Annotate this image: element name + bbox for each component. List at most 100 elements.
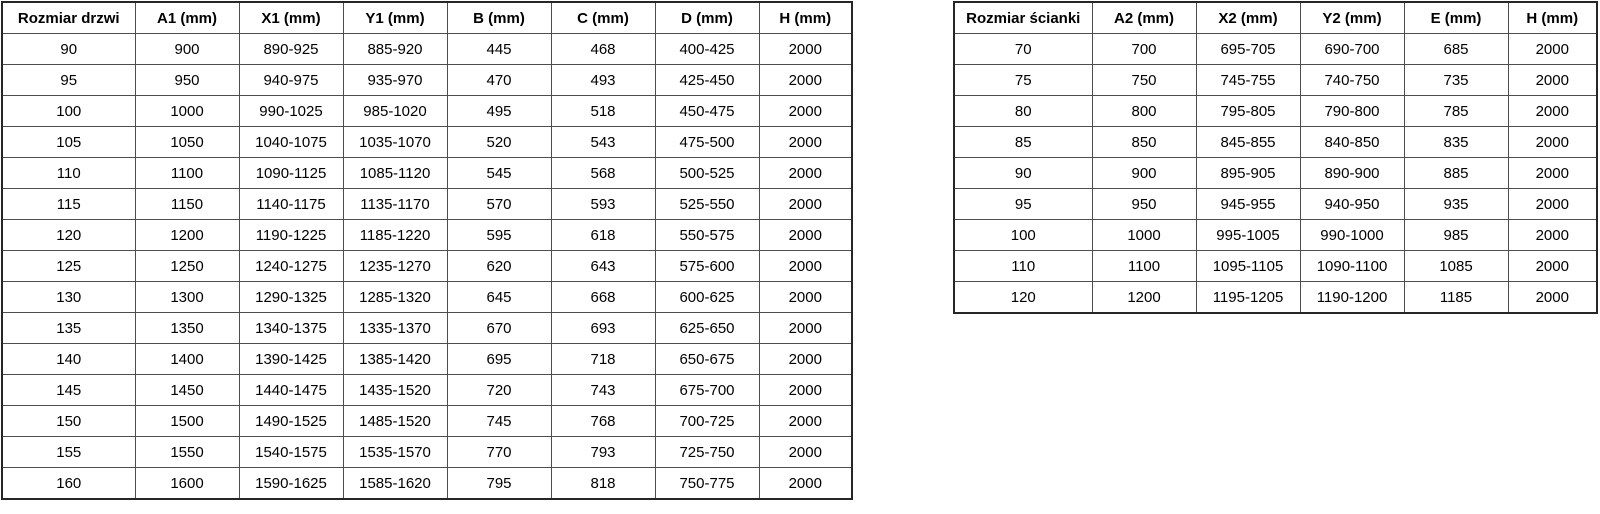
- table-cell: 750: [1091, 64, 1197, 96]
- table-row: 140 1400 1390-1425 1385-1420 695 718 650-675 20…: [1, 343, 853, 375]
- table-cell: 2000: [758, 64, 853, 96]
- table-row: 95 950 940-975 935-970 470 493 425-450 2000: [1, 64, 853, 96]
- column-header: C (mm): [550, 1, 656, 34]
- table-cell: 545: [446, 157, 552, 189]
- header-row: Rozmiar drzwi A1 (mm) X1 (mm) Y1 (mm) B (mm)…: [1, 1, 853, 34]
- table-cell: 1040-1075: [238, 126, 344, 158]
- table-row: 95 950 945-955 940-950 935 2000: [953, 188, 1598, 220]
- table-cell: 1100: [1091, 250, 1197, 282]
- table-cell: 120: [953, 281, 1093, 314]
- table-cell: 890-925: [238, 33, 344, 65]
- table-cell: 543: [550, 126, 656, 158]
- table-row: 160 1600 1590-1625 1585-1620 795 818 750-775 20…: [1, 467, 853, 500]
- table-cell: 740-750: [1299, 64, 1405, 96]
- table-cell: 885: [1403, 157, 1509, 189]
- table-cell: 1190-1200: [1299, 281, 1405, 314]
- table-cell: 2000: [758, 436, 853, 468]
- table-row: 150 1500 1490-1525 1485-1520 745 768 700-725 20…: [1, 405, 853, 437]
- table-cell: 2000: [1507, 281, 1598, 314]
- column-header: H (mm): [1507, 1, 1598, 34]
- table-cell: 685: [1403, 33, 1509, 65]
- table-cell: 670: [446, 312, 552, 344]
- table-row: 90 900 895-905 890-900 885 2000: [953, 157, 1598, 189]
- table-cell: 2000: [758, 219, 853, 251]
- table-cell: 845-855: [1195, 126, 1301, 158]
- table-cell: 568: [550, 157, 656, 189]
- wall-size-table: Rozmiar ścianki A2 (mm) X2 (mm) Y2 (mm) E (m…: [953, 1, 1598, 314]
- table-cell: 575-600: [654, 250, 760, 282]
- table-cell: 525-550: [654, 188, 760, 220]
- table-cell: 935-970: [342, 64, 448, 96]
- table-cell: 1500: [134, 405, 240, 437]
- column-header: B (mm): [446, 1, 552, 34]
- table-cell: 445: [446, 33, 552, 65]
- table-cell: 795-805: [1195, 95, 1301, 127]
- table-cell: 700-725: [654, 405, 760, 437]
- table-cell: 675-700: [654, 374, 760, 406]
- table-cell: 1200: [134, 219, 240, 251]
- table-cell: 750-775: [654, 467, 760, 500]
- table-row: 145 1450 1440-1475 1435-1520 720 743 675-700 20…: [1, 374, 853, 406]
- table-cell: 400-425: [654, 33, 760, 65]
- table-cell: 668: [550, 281, 656, 313]
- table-cell: 895-905: [1195, 157, 1301, 189]
- table-cell: 1095-1105: [1195, 250, 1301, 282]
- table-cell: 1185: [1403, 281, 1509, 314]
- table-cell: 140: [1, 343, 136, 375]
- table-cell: 643: [550, 250, 656, 282]
- table-cell: 990-1025: [238, 95, 344, 127]
- table-cell: 743: [550, 374, 656, 406]
- table-cell: 1535-1570: [342, 436, 448, 468]
- table-cell: 1235-1270: [342, 250, 448, 282]
- table-cell: 495: [446, 95, 552, 127]
- table-cell: 618: [550, 219, 656, 251]
- table-row: 125 1250 1240-1275 1235-1270 620 643 575-600 20…: [1, 250, 853, 282]
- table-cell: 155: [1, 436, 136, 468]
- table-cell: 720: [446, 374, 552, 406]
- table-cell: 785: [1403, 95, 1509, 127]
- table-cell: 2000: [758, 157, 853, 189]
- column-header: A2 (mm): [1091, 1, 1197, 34]
- header-row: Rozmiar ścianki A2 (mm) X2 (mm) Y2 (mm) E (m…: [953, 1, 1598, 34]
- table-cell: 2000: [1507, 219, 1598, 251]
- table-cell: 90: [953, 157, 1093, 189]
- table-cell: 550-575: [654, 219, 760, 251]
- table-cell: 493: [550, 64, 656, 96]
- table-row: 155 1550 1540-1575 1535-1570 770 793 725-750 20…: [1, 436, 853, 468]
- table-cell: 1085: [1403, 250, 1509, 282]
- table-row: 85 850 845-855 840-850 835 2000: [953, 126, 1598, 158]
- table-cell: 595: [446, 219, 552, 251]
- column-header: A1 (mm): [134, 1, 240, 34]
- door-size-table: Rozmiar drzwi A1 (mm) X1 (mm) Y1 (mm) B (mm)…: [1, 1, 853, 500]
- table-cell: 1400: [134, 343, 240, 375]
- table-cell: 85: [953, 126, 1093, 158]
- table-cell: 2000: [758, 126, 853, 158]
- table-row: 110 1100 1095-1105 1090-1100 1085 2000: [953, 250, 1598, 282]
- table-cell: 695: [446, 343, 552, 375]
- table-row: 135 1350 1340-1375 1335-1370 670 693 625-650 20…: [1, 312, 853, 344]
- table-cell: 735: [1403, 64, 1509, 96]
- column-header: Y1 (mm): [342, 1, 448, 34]
- table-cell: 900: [134, 33, 240, 65]
- table-cell: 130: [1, 281, 136, 313]
- table-cell: 95: [1, 64, 136, 96]
- table-cell: 593: [550, 188, 656, 220]
- table-cell: 1090-1125: [238, 157, 344, 189]
- table-cell: 1350: [134, 312, 240, 344]
- table-cell: 1340-1375: [238, 312, 344, 344]
- table-cell: 2000: [758, 467, 853, 500]
- table-cell: 95: [953, 188, 1093, 220]
- table-cell: 520: [446, 126, 552, 158]
- table-cell: 2000: [758, 405, 853, 437]
- table-cell: 1195-1205: [1195, 281, 1301, 314]
- table-cell: 90: [1, 33, 136, 65]
- column-header: X1 (mm): [238, 1, 344, 34]
- table-cell: 1335-1370: [342, 312, 448, 344]
- table-cell: 1250: [134, 250, 240, 282]
- table-cell: 2000: [1507, 188, 1598, 220]
- table-row: 75 750 745-755 740-750 735 2000: [953, 64, 1598, 96]
- table-cell: 2000: [1507, 157, 1598, 189]
- table-cell: 110: [1, 157, 136, 189]
- table-cell: 1540-1575: [238, 436, 344, 468]
